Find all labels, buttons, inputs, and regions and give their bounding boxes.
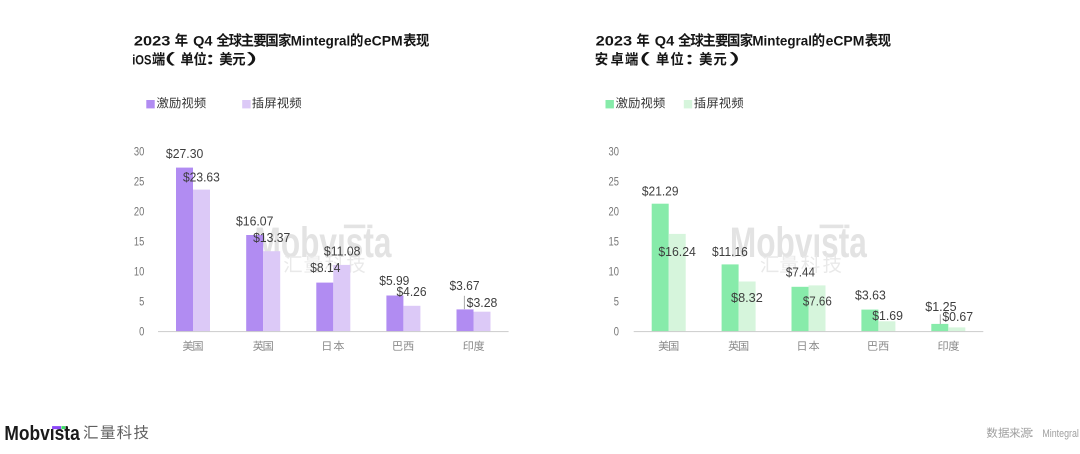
- svg-text:$1.25: $1.25: [925, 299, 956, 314]
- svg-text:$3.63: $3.63: [855, 288, 886, 302]
- svg-text:$3.67: $3.67: [449, 279, 479, 294]
- svg-text:30: 30: [134, 146, 144, 159]
- svg-text:$11.16: $11.16: [712, 244, 748, 259]
- svg-text:$16.07: $16.07: [236, 214, 273, 228]
- svg-text:$11.08: $11.08: [324, 244, 361, 258]
- svg-text:$8.32: $8.32: [731, 290, 763, 305]
- svg-text:$16.24: $16.24: [658, 245, 696, 259]
- svg-text:$0.67: $0.67: [942, 310, 973, 324]
- svg-text:$3.28: $3.28: [467, 296, 498, 310]
- svg-text:Mintegral: Mintegral: [291, 33, 351, 48]
- svg-text:25: 25: [134, 176, 144, 189]
- svg-text:10: 10: [608, 266, 618, 279]
- svg-text:30: 30: [608, 146, 618, 159]
- svg-text:$13.37: $13.37: [253, 230, 290, 244]
- svg-text:Mintegral: Mintegral: [1042, 428, 1078, 440]
- svg-text:$27.30: $27.30: [166, 147, 203, 161]
- svg-text:eCPM: eCPM: [364, 32, 403, 48]
- svg-text:25: 25: [608, 176, 618, 189]
- svg-text:2023: 2023: [134, 34, 171, 50]
- svg-text:5: 5: [139, 296, 144, 309]
- svg-text:iOS: iOS: [132, 52, 151, 67]
- svg-text:$7.44: $7.44: [786, 265, 815, 280]
- svg-text:5: 5: [614, 296, 619, 309]
- svg-text:$8.14: $8.14: [310, 260, 340, 274]
- svg-text:20: 20: [608, 206, 618, 219]
- svg-text:Mintegral: Mintegral: [752, 33, 812, 48]
- svg-text:0: 0: [139, 326, 144, 339]
- svg-text:0: 0: [614, 326, 619, 339]
- svg-text:Mobvısta: Mobvısta: [4, 422, 80, 444]
- svg-text:$5.99: $5.99: [379, 274, 409, 289]
- svg-text:Q4: Q4: [655, 34, 674, 50]
- svg-text:2023: 2023: [596, 34, 633, 50]
- svg-text:eCPM: eCPM: [826, 32, 865, 48]
- svg-text:Q4: Q4: [193, 34, 212, 50]
- svg-text:10: 10: [134, 266, 144, 279]
- svg-text:20: 20: [134, 206, 144, 219]
- svg-text:$4.26: $4.26: [397, 284, 427, 299]
- svg-text:15: 15: [608, 236, 618, 249]
- svg-text:$23.63: $23.63: [183, 170, 220, 185]
- svg-text:$21.29: $21.29: [642, 184, 679, 199]
- svg-text:$1.69: $1.69: [872, 309, 903, 323]
- svg-text:$7.66: $7.66: [803, 294, 832, 309]
- svg-text:15: 15: [134, 236, 144, 249]
